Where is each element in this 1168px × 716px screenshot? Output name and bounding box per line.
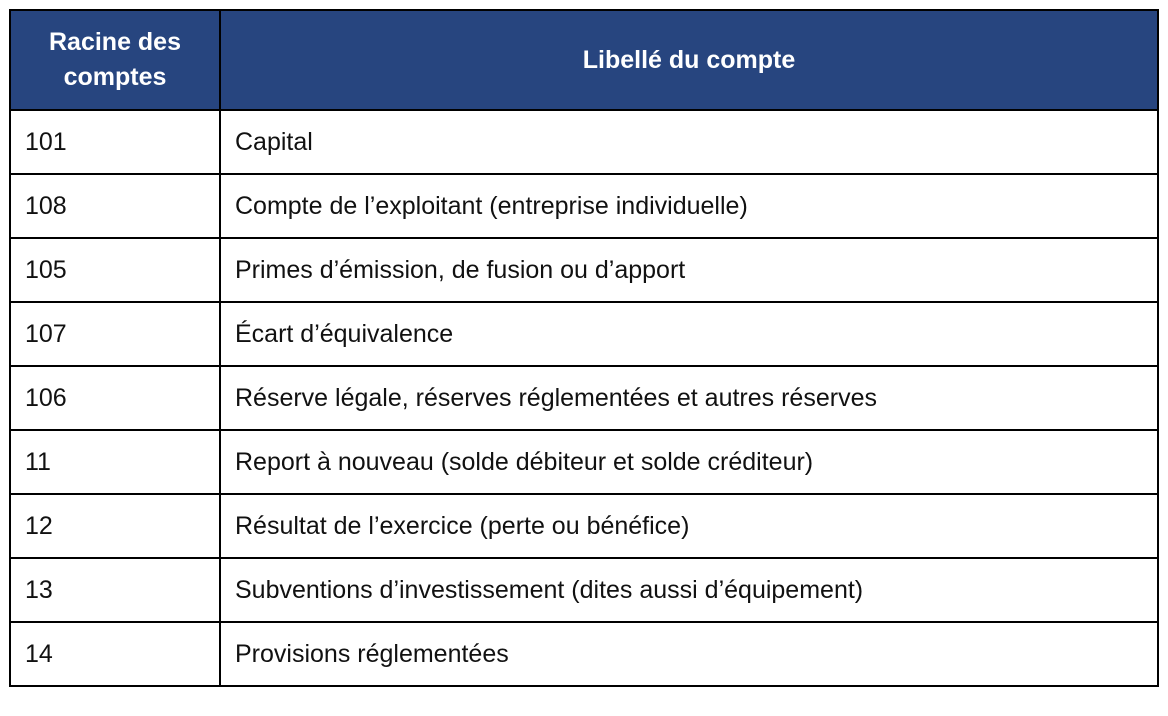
account-root-cell: 107 bbox=[9, 301, 221, 367]
account-root-cell: 11 bbox=[9, 429, 221, 495]
table-row: 11 Report à nouveau (solde débiteur et so… bbox=[9, 429, 1159, 495]
account-label-cell: Report à nouveau (solde débiteur et sold… bbox=[219, 429, 1159, 495]
account-label-cell: Primes d’émission, de fusion ou d’apport bbox=[219, 237, 1159, 303]
account-label-cell: Réserve légale, réserves réglementées et… bbox=[219, 365, 1159, 431]
account-label-cell: Subventions d’investissement (dites auss… bbox=[219, 557, 1159, 623]
account-label-cell: Compte de l’exploitant (entreprise indiv… bbox=[219, 173, 1159, 239]
account-root-cell: 13 bbox=[9, 557, 221, 623]
table-row: 13 Subventions d’investissement (dites au… bbox=[9, 557, 1159, 623]
table-row: 106 Réserve légale, réserves réglementées… bbox=[9, 365, 1159, 431]
header-row: Racine des comptes Libellé du compte bbox=[9, 9, 1159, 111]
table-row: 108 Compte de l’exploitant (entreprise in… bbox=[9, 173, 1159, 239]
account-label-cell: Provisions réglementées bbox=[219, 621, 1159, 687]
account-root-cell: 101 bbox=[9, 109, 221, 175]
table-row: 101 Capital bbox=[9, 109, 1159, 175]
header-account-root: Racine des comptes bbox=[9, 9, 221, 111]
account-label-cell: Résultat de l’exercice (perte ou bénéfic… bbox=[219, 493, 1159, 559]
account-label-cell: Écart d’équivalence bbox=[219, 301, 1159, 367]
table-row: 107 Écart d’équivalence bbox=[9, 301, 1159, 367]
table-row: 105 Primes d’émission, de fusion ou d’app… bbox=[9, 237, 1159, 303]
table-row: 14 Provisions réglementées bbox=[9, 621, 1159, 687]
account-root-cell: 108 bbox=[9, 173, 221, 239]
accounts-table: Racine des comptes Libellé du compte 101… bbox=[9, 9, 1159, 687]
account-root-cell: 12 bbox=[9, 493, 221, 559]
header-account-label: Libellé du compte bbox=[219, 9, 1159, 111]
account-label-cell: Capital bbox=[219, 109, 1159, 175]
table-row: 12 Résultat de l’exercice (perte ou bénéf… bbox=[9, 493, 1159, 559]
account-root-cell: 106 bbox=[9, 365, 221, 431]
account-root-cell: 105 bbox=[9, 237, 221, 303]
account-root-cell: 14 bbox=[9, 621, 221, 687]
